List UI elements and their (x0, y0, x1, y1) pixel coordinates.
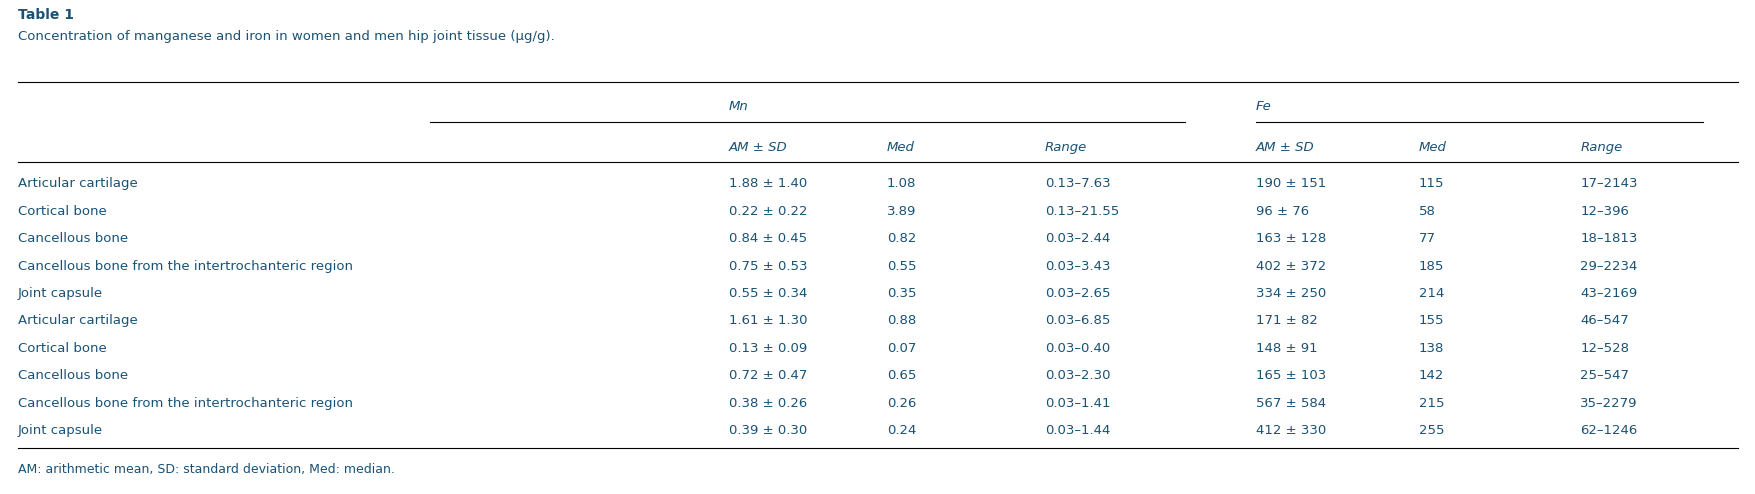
Text: Fe: Fe (1255, 100, 1271, 113)
Text: 185: 185 (1418, 260, 1443, 273)
Text: 58: 58 (1418, 205, 1436, 218)
Text: 0.84 ± 0.45: 0.84 ± 0.45 (728, 232, 806, 245)
Text: 0.03–2.30: 0.03–2.30 (1044, 370, 1109, 382)
Text: 115: 115 (1418, 177, 1444, 190)
Text: 412 ± 330: 412 ± 330 (1255, 424, 1325, 437)
Text: 1.08: 1.08 (886, 177, 916, 190)
Text: 0.03–6.85: 0.03–6.85 (1044, 315, 1109, 328)
Text: 0.55 ± 0.34: 0.55 ± 0.34 (728, 287, 807, 300)
Text: 0.03–3.43: 0.03–3.43 (1044, 260, 1109, 273)
Text: 0.35: 0.35 (886, 287, 916, 300)
Text: 171 ± 82: 171 ± 82 (1255, 315, 1316, 328)
Text: 0.75 ± 0.53: 0.75 ± 0.53 (728, 260, 807, 273)
Text: 29–2234: 29–2234 (1580, 260, 1637, 273)
Text: 0.39 ± 0.30: 0.39 ± 0.30 (728, 424, 807, 437)
Text: 0.13 ± 0.09: 0.13 ± 0.09 (728, 342, 807, 355)
Text: 62–1246: 62–1246 (1580, 424, 1637, 437)
Text: Concentration of manganese and iron in women and men hip joint tissue (μg/g).: Concentration of manganese and iron in w… (18, 30, 555, 43)
Text: Table 1: Table 1 (18, 8, 74, 22)
Text: 0.13–7.63: 0.13–7.63 (1044, 177, 1109, 190)
Text: 0.65: 0.65 (886, 370, 916, 382)
Text: 0.03–2.65: 0.03–2.65 (1044, 287, 1109, 300)
Text: 215: 215 (1418, 397, 1444, 410)
Text: 1.61 ± 1.30: 1.61 ± 1.30 (728, 315, 807, 328)
Text: 334 ± 250: 334 ± 250 (1255, 287, 1325, 300)
Text: 402 ± 372: 402 ± 372 (1255, 260, 1325, 273)
Text: 214: 214 (1418, 287, 1443, 300)
Text: 0.26: 0.26 (886, 397, 916, 410)
Text: 43–2169: 43–2169 (1580, 287, 1637, 300)
Text: 0.88: 0.88 (886, 315, 916, 328)
Text: 0.22 ± 0.22: 0.22 ± 0.22 (728, 205, 807, 218)
Text: 3.89: 3.89 (886, 205, 916, 218)
Text: 165 ± 103: 165 ± 103 (1255, 370, 1325, 382)
Text: 0.07: 0.07 (886, 342, 916, 355)
Text: 155: 155 (1418, 315, 1444, 328)
Text: Range: Range (1044, 140, 1086, 154)
Text: 18–1813: 18–1813 (1580, 232, 1637, 245)
Text: 190 ± 151: 190 ± 151 (1255, 177, 1325, 190)
Text: 567 ± 584: 567 ± 584 (1255, 397, 1325, 410)
Text: Cancellous bone: Cancellous bone (18, 232, 128, 245)
Text: 0.03–1.41: 0.03–1.41 (1044, 397, 1109, 410)
Text: AM ± SD: AM ± SD (728, 140, 786, 154)
Text: Articular cartilage: Articular cartilage (18, 315, 137, 328)
Text: 255: 255 (1418, 424, 1444, 437)
Text: 0.72 ± 0.47: 0.72 ± 0.47 (728, 370, 807, 382)
Text: Articular cartilage: Articular cartilage (18, 177, 137, 190)
Text: 35–2279: 35–2279 (1580, 397, 1637, 410)
Text: AM ± SD: AM ± SD (1255, 140, 1313, 154)
Text: 12–528: 12–528 (1580, 342, 1629, 355)
Text: Cancellous bone from the intertrochanteric region: Cancellous bone from the intertrochanter… (18, 397, 353, 410)
Text: 163 ± 128: 163 ± 128 (1255, 232, 1325, 245)
Text: Cancellous bone: Cancellous bone (18, 370, 128, 382)
Text: 25–547: 25–547 (1580, 370, 1629, 382)
Text: Joint capsule: Joint capsule (18, 287, 102, 300)
Text: 12–396: 12–396 (1580, 205, 1629, 218)
Text: Range: Range (1580, 140, 1622, 154)
Text: Joint capsule: Joint capsule (18, 424, 102, 437)
Text: Mn: Mn (728, 100, 748, 113)
Text: Cortical bone: Cortical bone (18, 205, 107, 218)
Text: AM: arithmetic mean, SD: standard deviation, Med: median.: AM: arithmetic mean, SD: standard deviat… (18, 463, 395, 476)
Text: 0.24: 0.24 (886, 424, 916, 437)
Text: 46–547: 46–547 (1580, 315, 1629, 328)
Text: 17–2143: 17–2143 (1580, 177, 1637, 190)
Text: 0.03–1.44: 0.03–1.44 (1044, 424, 1109, 437)
Text: Cancellous bone from the intertrochanteric region: Cancellous bone from the intertrochanter… (18, 260, 353, 273)
Text: 0.82: 0.82 (886, 232, 916, 245)
Text: Med: Med (886, 140, 914, 154)
Text: 0.03–0.40: 0.03–0.40 (1044, 342, 1109, 355)
Text: 0.55: 0.55 (886, 260, 916, 273)
Text: 148 ± 91: 148 ± 91 (1255, 342, 1316, 355)
Text: 0.03–2.44: 0.03–2.44 (1044, 232, 1109, 245)
Text: 77: 77 (1418, 232, 1436, 245)
Text: 142: 142 (1418, 370, 1443, 382)
Text: Cortical bone: Cortical bone (18, 342, 107, 355)
Text: Med: Med (1418, 140, 1446, 154)
Text: 0.38 ± 0.26: 0.38 ± 0.26 (728, 397, 807, 410)
Text: 1.88 ± 1.40: 1.88 ± 1.40 (728, 177, 807, 190)
Text: 0.13–21.55: 0.13–21.55 (1044, 205, 1118, 218)
Text: 138: 138 (1418, 342, 1443, 355)
Text: 96 ± 76: 96 ± 76 (1255, 205, 1307, 218)
